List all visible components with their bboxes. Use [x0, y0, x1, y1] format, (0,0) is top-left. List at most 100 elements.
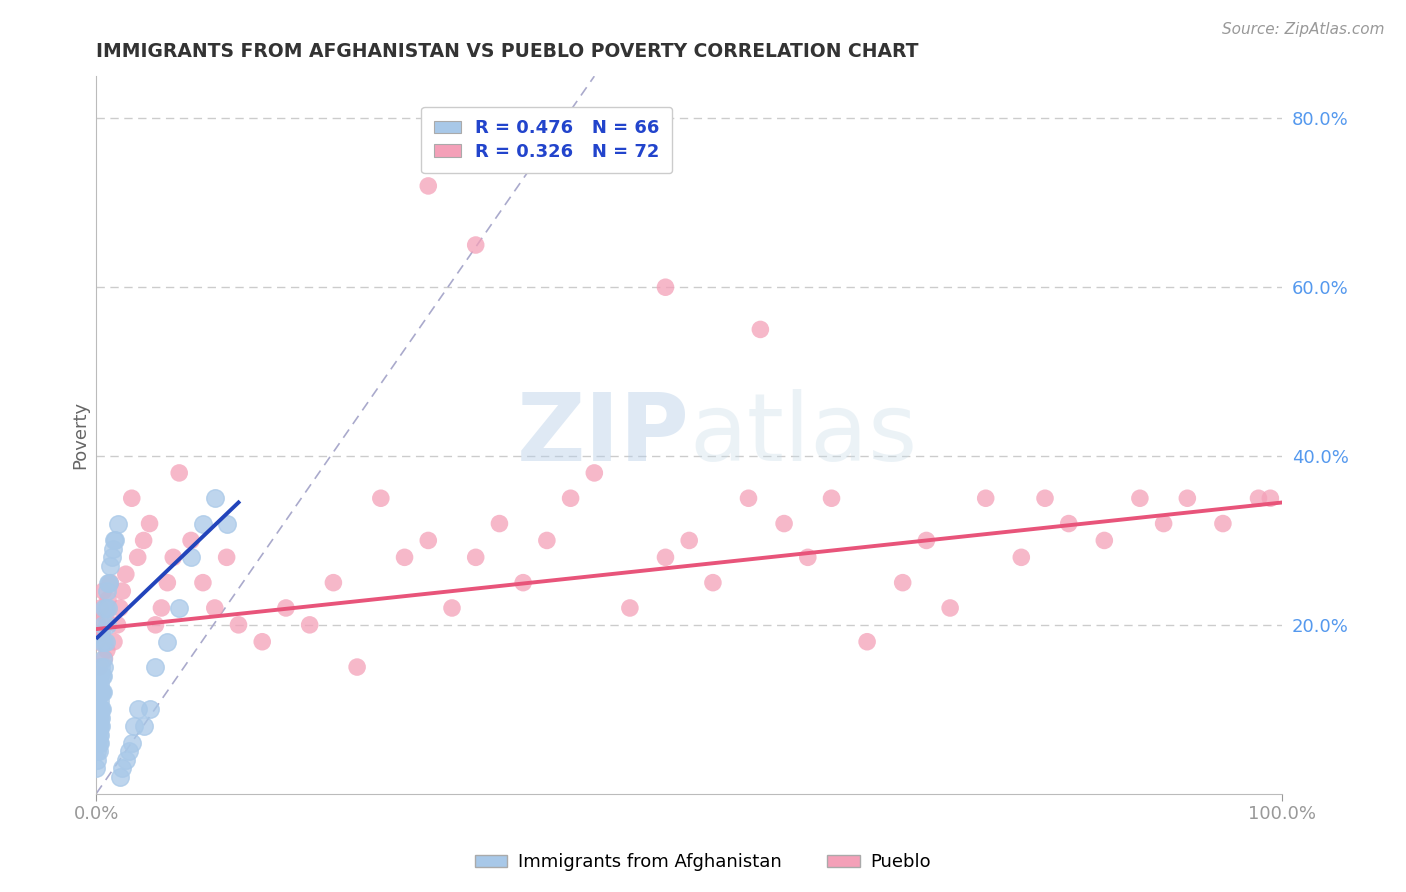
Point: [654, 550, 676, 565]
Point: [418, 533, 440, 548]
Point: [132, 533, 155, 548]
Point: [132, 719, 155, 733]
Point: [87, 736, 110, 750]
Point: [96, 618, 118, 632]
Point: [488, 516, 510, 531]
Point: [94, 634, 117, 648]
Point: [370, 491, 392, 506]
Point: [91, 634, 114, 648]
Point: [856, 634, 879, 648]
Point: [114, 753, 136, 767]
Point: [87, 728, 110, 742]
Point: [678, 533, 700, 548]
Point: [100, 575, 122, 590]
Point: [86, 634, 108, 648]
Point: [93, 601, 115, 615]
Point: [1092, 533, 1115, 548]
Point: [84, 761, 107, 775]
Text: ZIP: ZIP: [516, 389, 689, 481]
Point: [114, 567, 136, 582]
Point: [204, 491, 226, 506]
Point: [90, 719, 112, 733]
Point: [274, 601, 297, 615]
Point: [89, 702, 111, 716]
Point: [89, 736, 111, 750]
Point: [773, 516, 796, 531]
Point: [749, 322, 772, 336]
Text: IMMIGRANTS FROM AFGHANISTAN VS PUEBLO POVERTY CORRELATION CHART: IMMIGRANTS FROM AFGHANISTAN VS PUEBLO PO…: [96, 42, 918, 61]
Point: [737, 491, 759, 506]
Point: [512, 575, 534, 590]
Point: [156, 575, 179, 590]
Point: [91, 584, 114, 599]
Point: [1057, 516, 1080, 531]
Point: [91, 668, 114, 682]
Point: [121, 491, 143, 506]
Point: [215, 550, 238, 565]
Point: [87, 702, 110, 716]
Point: [1212, 516, 1234, 531]
Point: [111, 584, 134, 599]
Point: [322, 575, 344, 590]
Point: [122, 719, 145, 733]
Point: [118, 744, 141, 758]
Point: [108, 601, 131, 615]
Point: [167, 466, 190, 480]
Point: [298, 618, 321, 632]
Point: [138, 516, 160, 531]
Point: [939, 601, 962, 615]
Point: [98, 575, 121, 590]
Point: [89, 668, 111, 682]
Point: [560, 491, 582, 506]
Point: [394, 550, 416, 565]
Point: [583, 466, 606, 480]
Text: Source: ZipAtlas.com: Source: ZipAtlas.com: [1222, 22, 1385, 37]
Point: [100, 550, 122, 565]
Point: [86, 744, 108, 758]
Point: [127, 550, 149, 565]
Point: [1033, 491, 1056, 506]
Point: [97, 575, 120, 590]
Point: [87, 719, 110, 733]
Point: [86, 719, 108, 733]
Point: [167, 601, 190, 615]
Point: [702, 575, 724, 590]
Point: [150, 601, 173, 615]
Point: [91, 702, 114, 716]
Point: [89, 677, 111, 691]
Point: [89, 719, 111, 733]
Point: [91, 685, 114, 699]
Point: [89, 660, 111, 674]
Point: [90, 685, 112, 699]
Point: [91, 626, 114, 640]
Point: [346, 660, 368, 674]
Point: [127, 702, 149, 716]
Point: [418, 178, 440, 193]
Text: atlas: atlas: [689, 389, 918, 481]
Point: [974, 491, 997, 506]
Point: [93, 651, 115, 665]
Point: [100, 558, 122, 573]
Point: [1247, 491, 1270, 506]
Point: [204, 601, 226, 615]
Point: [619, 601, 641, 615]
Point: [1129, 491, 1152, 506]
Point: [156, 634, 179, 648]
Point: [1153, 516, 1175, 531]
Point: [101, 541, 124, 556]
Point: [180, 533, 202, 548]
Point: [89, 711, 111, 725]
Point: [145, 618, 167, 632]
Point: [1175, 491, 1198, 506]
Point: [93, 634, 115, 648]
Point: [87, 711, 110, 725]
Point: [464, 550, 486, 565]
Point: [91, 685, 114, 699]
Point: [89, 694, 111, 708]
Point: [820, 491, 842, 506]
Point: [536, 533, 558, 548]
Point: [96, 584, 118, 599]
Point: [87, 744, 110, 758]
Point: [93, 660, 115, 674]
Point: [94, 601, 117, 615]
